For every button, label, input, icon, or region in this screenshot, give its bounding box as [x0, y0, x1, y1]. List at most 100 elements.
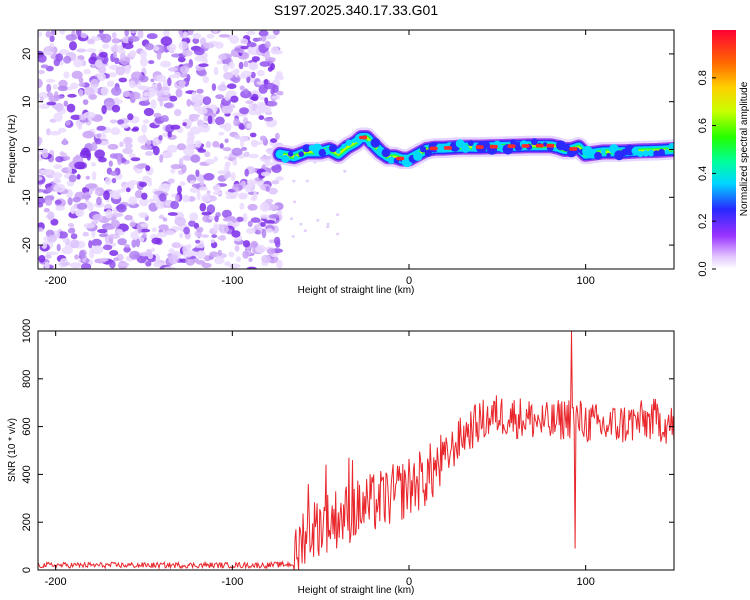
noise-blob	[78, 82, 86, 87]
colorbar: 0.0 0.2 0.4 0.6 0.8 Normalized spectral ampl…	[697, 30, 750, 277]
snr-y-tick-label: 1000	[21, 319, 33, 343]
snr-y-tick-label: 400	[21, 465, 33, 483]
noise-blob	[38, 78, 43, 88]
noise-blob	[38, 227, 44, 233]
noise-blob	[259, 202, 270, 212]
noise-blob	[91, 162, 96, 167]
noise-blob	[67, 197, 73, 206]
noise-blob	[212, 30, 218, 33]
noise-blob	[214, 215, 219, 223]
noise-blob	[291, 235, 295, 238]
noise-blob	[260, 222, 266, 227]
noise-blob	[217, 170, 228, 175]
noise-blob	[138, 75, 149, 83]
noise-blob	[63, 55, 72, 64]
noise-blob	[38, 54, 47, 63]
noise-blob	[108, 72, 117, 78]
noise-blob	[67, 166, 72, 175]
noise-blob	[213, 184, 221, 193]
noise-blob	[176, 143, 187, 151]
colorbar-tick-label: 0.2	[697, 214, 709, 229]
noise-blob	[196, 191, 201, 201]
noise-blob	[124, 30, 129, 37]
ridge-speckle	[631, 147, 639, 155]
noise-blob	[55, 205, 66, 211]
noise-blob	[204, 151, 211, 158]
colorbar-tick-label: 0.6	[697, 118, 709, 133]
noise-blob	[129, 221, 136, 228]
noise-blob	[268, 187, 278, 195]
noise-blob	[247, 46, 253, 55]
noise-blob	[111, 177, 117, 184]
noise-blob	[58, 49, 70, 55]
ridge-peak	[359, 135, 368, 140]
noise-blob	[45, 30, 52, 38]
noise-blob	[271, 164, 282, 173]
noise-blob	[98, 157, 107, 163]
noise-blob	[124, 143, 133, 149]
noise-blob	[265, 198, 274, 204]
noise-blob	[215, 116, 225, 126]
noise-blob	[150, 78, 155, 83]
noise-blob	[203, 115, 208, 122]
noise-blob	[231, 218, 238, 223]
noise-blob	[168, 67, 179, 72]
noise-blob	[166, 43, 177, 52]
noise-blob	[81, 60, 87, 67]
noise-blob	[261, 228, 267, 239]
noise-blob	[255, 244, 266, 254]
noise-blob	[238, 135, 249, 142]
noise-blob	[124, 214, 133, 221]
noise-blob	[122, 43, 134, 50]
noise-blob	[119, 141, 124, 148]
noise-blob	[47, 234, 57, 243]
noise-blob	[38, 104, 50, 109]
ridge-peak	[429, 146, 438, 151]
noise-blob	[78, 77, 84, 83]
noise-blob	[218, 34, 230, 38]
noise-blob	[275, 71, 283, 79]
ridge-peak	[546, 143, 555, 148]
noise-blob	[267, 100, 278, 107]
noise-blob	[270, 46, 280, 55]
noise-blob	[163, 102, 174, 109]
noise-blob	[160, 60, 172, 68]
noise-blob	[70, 114, 82, 121]
noise-blob	[127, 113, 134, 121]
noise-blob	[213, 156, 218, 162]
noise-blob	[72, 196, 81, 203]
noise-blob	[155, 199, 167, 209]
noise-blob	[128, 196, 138, 206]
noise-blob	[113, 97, 120, 103]
noise-blob	[247, 220, 253, 227]
noise-blob	[52, 84, 58, 90]
noise-blob	[114, 57, 120, 65]
noise-blob	[230, 95, 239, 103]
ridge-speckle	[298, 151, 305, 157]
noise-blob	[201, 234, 210, 238]
noise-blob	[43, 208, 50, 213]
noise-blob	[240, 45, 251, 50]
noise-blob	[233, 118, 240, 127]
noise-blob	[156, 74, 167, 83]
noise-blob	[201, 262, 212, 269]
noise-blob	[67, 222, 74, 228]
noise-blob	[156, 50, 162, 60]
noise-blob	[83, 223, 96, 229]
noise-blob	[144, 151, 154, 156]
noise-blob	[46, 101, 57, 106]
noise-blob	[177, 56, 186, 63]
noise-blob	[63, 100, 68, 107]
noise-blob	[264, 220, 276, 224]
noise-blob	[182, 122, 187, 127]
noise-blob	[212, 141, 220, 148]
noise-blob	[99, 30, 104, 34]
noise-blob	[251, 141, 263, 146]
noise-blob	[69, 239, 80, 249]
noise-blob	[196, 250, 206, 260]
noise-blob	[242, 250, 250, 259]
noise-blob	[231, 147, 243, 156]
